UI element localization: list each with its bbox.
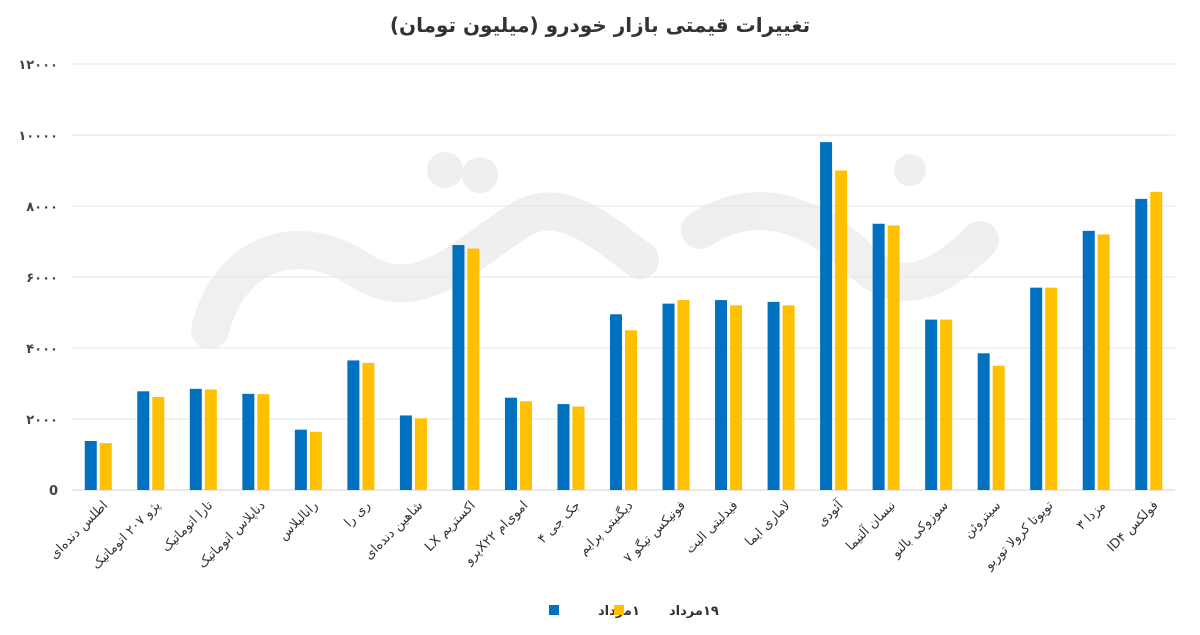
legend-swatch (614, 605, 624, 615)
chart-title: تغییرات قیمتی بازار خودرو (میلیون تومان) (390, 13, 810, 37)
bar-series-2 (782, 305, 795, 490)
bar-series-1 (767, 301, 780, 490)
bar-series-2 (677, 300, 690, 490)
y-tick-label: 0 (49, 484, 58, 499)
x-tick-label: مزدا ۳ (1074, 498, 1109, 533)
y-tick-label: ۱۰۰۰۰ (18, 129, 58, 144)
bars (84, 142, 1163, 491)
x-tick-label: ری را (342, 498, 374, 530)
bar-series-2 (99, 443, 112, 490)
bar-series-2 (519, 401, 532, 490)
bar-series-1 (557, 404, 570, 490)
bar-series-1 (610, 314, 622, 490)
bar-series-1 (1082, 230, 1095, 490)
bar-series-2 (1097, 234, 1110, 490)
bar-series-1 (820, 142, 833, 490)
y-axis-ticks: 0 ۲۰۰۰ ۴۰۰۰ ۶۰۰۰ ۸۰۰۰ ۱۰۰۰۰ ۱۲۰۰۰ (18, 58, 58, 499)
bar-series-1 (242, 393, 255, 490)
bar-series-2 (992, 365, 1005, 490)
legend-label: ۱۹مرداد (669, 604, 719, 619)
legend-swatch (549, 605, 559, 615)
bar-series-1 (662, 303, 675, 490)
watermark-logo (191, 152, 999, 349)
bar-series-2 (940, 319, 953, 490)
bar-series-2 (625, 330, 637, 490)
bar-series-1 (1135, 198, 1148, 490)
y-tick-label: ۸۰۰۰ (26, 200, 58, 215)
bar-series-2 (204, 389, 217, 490)
bar-series-1 (925, 319, 938, 490)
bar-series-1 (294, 429, 307, 490)
x-tick-label: سیتروئن (961, 498, 1004, 541)
bar-series-1 (189, 388, 202, 490)
bar-series-1 (715, 300, 728, 490)
bar-series-2 (414, 418, 427, 490)
bar-series-2 (1150, 191, 1163, 491)
bar-series-1 (137, 391, 150, 490)
x-tick-label: فولکس ID۴ (1105, 498, 1162, 555)
bar-series-2 (572, 406, 585, 490)
x-tick-label: تارا اتوماتیک (159, 498, 216, 555)
x-tick-label: لاماری ایما (743, 498, 794, 549)
y-tick-label: ۴۰۰۰ (26, 342, 58, 357)
bar-series-2 (309, 431, 322, 490)
bar-series-1 (84, 441, 97, 490)
bar-series-1 (1030, 287, 1043, 490)
bar-series-2 (835, 170, 848, 490)
bar-series-2 (362, 362, 375, 490)
bar-series-1 (452, 245, 465, 490)
bar-series-1 (347, 360, 360, 490)
x-tick-label: رانالپلاس (276, 498, 321, 543)
legend: ۱مرداد۱۹مرداد (549, 604, 719, 619)
x-tick-label: نیسان آلتیما (842, 497, 899, 554)
x-tick-label: اکستریم LX (422, 498, 479, 555)
bar-series-2 (887, 225, 900, 490)
bar-series-2 (467, 248, 480, 490)
y-tick-label: ۱۲۰۰۰ (18, 58, 58, 73)
bar-series-1 (872, 223, 885, 490)
bar-series-1 (504, 397, 517, 490)
x-tick-label: جک جی ۴ (535, 498, 584, 547)
gridlines (72, 63, 1175, 491)
bar-series-2 (730, 305, 743, 490)
y-tick-label: ۲۰۰۰ (26, 413, 58, 428)
x-tick-label: فیدلیتی الیت (683, 498, 742, 557)
bar-series-2 (257, 394, 270, 490)
bar-series-2 (152, 396, 165, 490)
bar-series-2 (1045, 287, 1058, 490)
x-tick-label: آئودی (813, 496, 847, 530)
bar-series-1 (977, 353, 990, 490)
y-tick-label: ۶۰۰۰ (26, 271, 58, 286)
bar-series-1 (399, 415, 412, 490)
